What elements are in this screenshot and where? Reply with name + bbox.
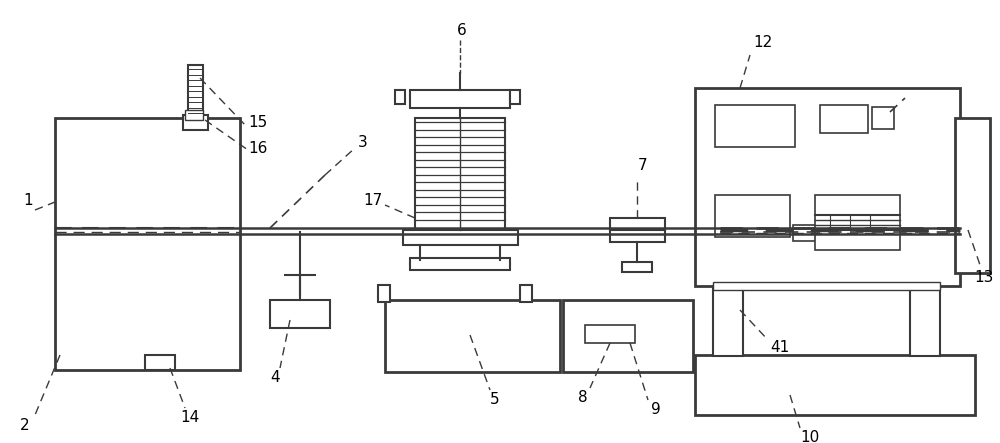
Bar bbox=[910, 286, 940, 356]
Text: 9: 9 bbox=[651, 403, 661, 417]
Text: 6: 6 bbox=[457, 23, 467, 38]
Bar bbox=[793, 225, 823, 241]
Bar bbox=[378, 285, 390, 302]
Text: 10: 10 bbox=[800, 431, 820, 443]
Text: 2: 2 bbox=[20, 417, 30, 432]
Bar bbox=[622, 262, 652, 272]
Text: 5: 5 bbox=[490, 392, 500, 408]
Text: 3: 3 bbox=[358, 135, 368, 149]
Text: 1: 1 bbox=[23, 193, 33, 207]
Bar bbox=[510, 90, 520, 104]
Bar bbox=[585, 325, 635, 343]
Bar bbox=[270, 300, 330, 328]
Bar bbox=[145, 355, 175, 370]
Text: 13: 13 bbox=[974, 271, 994, 285]
Bar bbox=[395, 90, 405, 104]
Text: 17: 17 bbox=[363, 193, 383, 207]
Text: 41: 41 bbox=[770, 341, 790, 355]
Bar bbox=[715, 105, 795, 147]
Bar bbox=[820, 105, 868, 133]
Text: 16: 16 bbox=[248, 140, 268, 155]
Bar bbox=[713, 286, 743, 356]
Bar bbox=[55, 118, 240, 370]
Text: 7: 7 bbox=[638, 158, 648, 172]
Bar bbox=[815, 195, 900, 250]
Bar bbox=[610, 218, 665, 230]
Text: 8: 8 bbox=[578, 390, 588, 405]
Bar bbox=[188, 65, 203, 118]
Bar bbox=[715, 195, 790, 237]
Text: 4: 4 bbox=[270, 370, 280, 385]
Bar bbox=[563, 300, 693, 372]
Bar bbox=[410, 90, 510, 108]
Bar bbox=[410, 258, 510, 270]
Bar bbox=[695, 355, 975, 415]
Bar bbox=[713, 282, 940, 290]
Text: 15: 15 bbox=[248, 114, 268, 129]
Text: 14: 14 bbox=[180, 411, 200, 425]
Bar bbox=[955, 118, 990, 273]
Bar bbox=[872, 107, 894, 129]
Bar bbox=[520, 285, 532, 302]
Text: 12: 12 bbox=[753, 35, 773, 50]
Bar bbox=[403, 230, 518, 245]
Bar bbox=[185, 110, 203, 120]
Bar bbox=[610, 230, 665, 242]
Bar bbox=[385, 300, 560, 372]
Bar bbox=[415, 118, 505, 230]
Bar bbox=[695, 88, 960, 286]
Bar bbox=[183, 115, 208, 130]
